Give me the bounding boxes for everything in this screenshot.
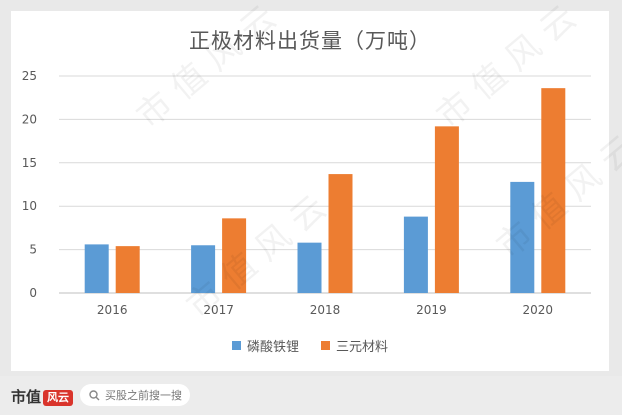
y-axis-ticks: 0 5 10 15 20 25 [22,69,37,300]
legend-swatch-lfp [231,341,241,350]
chart-panel: 正极材料出货量（万吨） 0 5 10 15 20 25 2016 2017 2018 2019 2… [11,11,609,371]
legend-item-ncm[interactable]: 三元材料 [321,336,388,355]
chart-title: 正极材料出货量（万吨） [189,29,431,53]
legend-item-lfp[interactable]: 磷酸铁锂 [231,336,299,355]
y-tick-label: 25 [22,69,37,83]
y-tick-label: 15 [22,156,37,170]
x-tick-label: 2020 [523,303,554,317]
x-axis-ticks: 2016 2017 2018 2019 2020 [97,303,553,317]
bar-lfp-2020[interactable] [510,181,535,293]
gridlines [59,75,591,294]
x-tick-label: 2018 [310,303,341,317]
bar-ncm-2020[interactable] [541,88,566,293]
brand-logo-badge: 风云 [43,389,74,406]
bar-ncm-2019[interactable] [434,126,459,294]
x-tick-label: 2016 [97,303,128,317]
bar-lfp-2018[interactable] [297,242,322,293]
legend-label-lfp: 磷酸铁锂 [246,340,299,355]
y-tick-label: 10 [22,199,37,213]
brand-name: 市值 [11,388,42,406]
bar-ncm-2018[interactable] [328,174,353,293]
legend-swatch-ncm [321,341,330,350]
search-icon [89,389,100,400]
legend: 磷酸铁锂 三元材料 [11,336,609,355]
chart-plot: 0 5 10 15 20 25 2016 2017 2018 2019 2020 [22,69,591,317]
bar-ncm-2017[interactable] [222,218,247,293]
x-tick-label: 2017 [203,303,234,317]
search-placeholder: 买股之前搜一搜 [105,389,182,402]
y-tick-label: 20 [22,112,37,126]
y-tick-label: 5 [29,243,37,257]
x-tick-label: 2019 [416,303,447,317]
legend-label-ncm: 三元材料 [336,340,389,355]
brand-logo[interactable]: 市值 风云 [11,386,74,407]
search-box[interactable]: 买股之前搜一搜 [80,384,190,406]
bar-ncm-2016[interactable] [115,246,140,293]
bar-lfp-2017[interactable] [191,245,216,293]
bars [84,88,566,294]
y-tick-label: 0 [29,286,37,300]
bar-lfp-2016[interactable] [84,244,109,293]
footer-bar: 市值 风云 买股之前搜一搜 [0,376,622,415]
bar-lfp-2019[interactable] [403,216,428,293]
